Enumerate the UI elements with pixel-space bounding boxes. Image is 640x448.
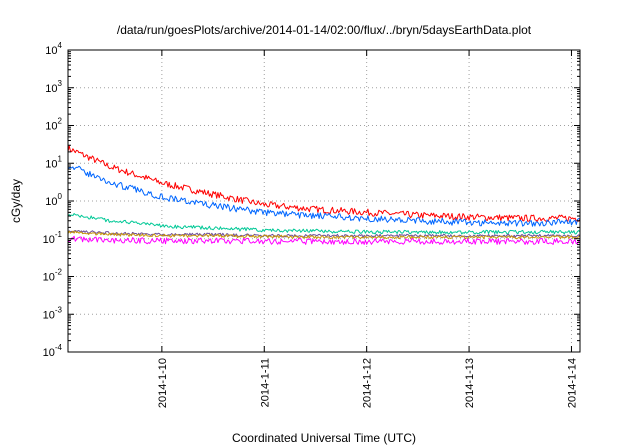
x-tick-label: 2014-1-11 [259,358,271,407]
series-line [67,230,581,240]
grid-layer [68,50,580,352]
series-layer [67,145,581,245]
y-tick-label: 10-1 [43,230,63,246]
y-tick-label: 10-2 [43,268,63,284]
y-tick-label: 10-3 [43,305,63,321]
y-tick-label: 102 [45,117,62,133]
series-line [67,165,580,227]
x-tick-label: 2014-1-14 [566,358,578,408]
y-tick-label: 103 [45,79,62,95]
y-tick-label: 104 [45,41,62,57]
x-tick-label: 2014-1-13 [464,358,476,408]
series-line [67,213,581,235]
series-line [67,235,581,245]
x-tick-label: 2014-1-12 [362,358,374,408]
x-axis-label: Coordinated Universal Time (UTC) [232,431,416,445]
y-tick-label: 101 [45,154,62,170]
y-axis-label: cGy/day [9,179,23,223]
x-tick-label: 2014-1-10 [157,358,169,408]
chart-title: /data/run/goesPlots/archive/2014-01-14/0… [117,23,532,37]
y-tick-label: 100 [45,192,62,208]
y-tick-label: 10-4 [43,343,63,359]
series-line [67,145,581,222]
ticks-layer: 10-4 10-3 10-2 10-1 100 101 102 103 104 2014-1-10… [43,41,580,408]
